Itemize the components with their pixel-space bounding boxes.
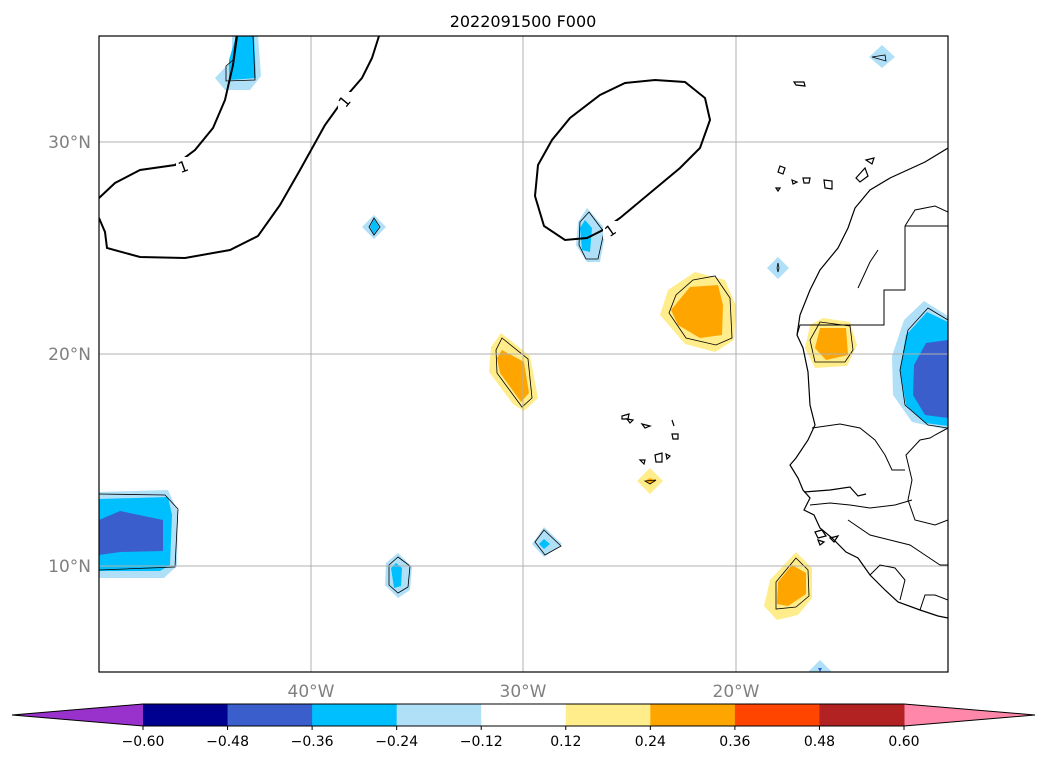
lat-label-10: 10°N (48, 557, 91, 577)
anomaly-pos-24w-14n (637, 468, 663, 494)
island-cv-4 (671, 419, 675, 427)
colorbar-segment (396, 704, 482, 726)
lon-label-30w: 30°W (500, 682, 547, 702)
island-canary-4 (802, 177, 811, 184)
graticule (99, 36, 948, 672)
island-madeira (792, 81, 806, 87)
anomaly-small-29w-11n (532, 527, 562, 557)
island-cv-5 (671, 433, 679, 440)
coastline-layer (621, 81, 948, 619)
lat-labels: 30°N 20°N 10°N (48, 133, 91, 577)
colorbar-tick-label: 0.48 (804, 734, 835, 750)
island-canary-2 (774, 187, 782, 193)
colorbar-tick-label: −0.60 (122, 734, 165, 750)
colorbar-extend-under (12, 704, 143, 726)
border-liberia (919, 594, 948, 611)
island-canary-7 (864, 157, 875, 165)
colorbar-tick-label: −0.12 (460, 734, 503, 750)
colorbar-segment (819, 704, 905, 726)
anomaly-small-bottom-16w (808, 660, 832, 672)
colorbar-segment (481, 704, 567, 726)
colorbar-segment (734, 704, 820, 726)
colorbar-tick-label: 0.24 (635, 734, 666, 750)
island-canary-5 (823, 179, 833, 190)
contour-west-closed (99, 36, 238, 199)
colorbar-tick-label: −0.48 (206, 734, 249, 750)
border-layer (796, 205, 948, 611)
anomaly-small-18w-24n (767, 257, 789, 279)
colorbar-tick-label: −0.24 (375, 734, 418, 750)
colorbar-tick-label: 0.60 (888, 734, 919, 750)
lon-label-20w: 20°W (713, 682, 760, 702)
border-algeria (857, 249, 879, 289)
lon-label-40w: 40°W (288, 682, 335, 702)
border-senegal-north (811, 423, 905, 471)
island-cv-6 (638, 459, 646, 466)
guinea-bissau-islands (814, 529, 840, 546)
island-canary-3 (791, 179, 799, 185)
anomaly-blob-west-11n (99, 490, 179, 578)
gambia-detail (803, 486, 867, 497)
colorbar-segment (143, 704, 229, 726)
border-morocco-wsahara (904, 205, 948, 227)
anomaly-pos-30w-19n (489, 333, 538, 411)
colorbar-tick-label: −0.36 (291, 734, 334, 750)
colorbar-extend-over (904, 704, 1035, 726)
border-mali (905, 427, 948, 526)
contour-west-lower (99, 36, 380, 260)
colorbar-segment (565, 704, 651, 726)
map-title: 2022091500 F000 (450, 12, 597, 31)
border-guinea (847, 519, 948, 566)
map-frame (98, 35, 949, 673)
anomaly-fill-layer (99, 36, 948, 672)
anomaly-blob-east-19n (892, 301, 948, 430)
lat-label-20: 20°N (48, 345, 91, 365)
island-cv-2 (625, 418, 635, 424)
island-cv-3 (640, 423, 652, 429)
colorbar-segment (650, 704, 736, 726)
colorbar-tick-label: 0.36 (719, 734, 750, 750)
contour-central-loop (533, 78, 712, 242)
map-panel: 1 1 1 (98, 35, 949, 673)
anomaly-small-37w-26n (362, 215, 386, 239)
anomaly-pos-17w-8n (764, 552, 812, 620)
africa-coastline (789, 147, 948, 619)
border-mauritania-north (796, 226, 906, 336)
border-senegal-south (809, 499, 913, 509)
anomaly-pos-15w-20n (805, 318, 857, 368)
island-cv-7 (654, 452, 663, 463)
island-canary-6 (855, 166, 869, 183)
anomaly-small-36w-9n (385, 553, 412, 598)
anomaly-small-14w-34n (869, 45, 895, 68)
lat-label-30: 30°N (48, 133, 91, 153)
colorbar-segment (227, 704, 313, 726)
colorbar: −0.60 −0.48 −0.36 −0.24 −0.12 0.12 0.24 0.36 0.4… (11, 703, 1036, 750)
contour-labels: 1 1 1 (176, 92, 620, 241)
anomaly-pos-22w-21n (660, 272, 736, 352)
island-cv-8 (665, 452, 672, 461)
island-canary-1 (777, 165, 786, 175)
colorbar-tick-label: 0.12 (550, 734, 581, 750)
contour-lines (99, 36, 712, 260)
colorbar-segment (312, 704, 398, 726)
border-sierra-leone (869, 564, 906, 601)
lon-labels: 40°W 30°W 20°W (288, 682, 760, 702)
